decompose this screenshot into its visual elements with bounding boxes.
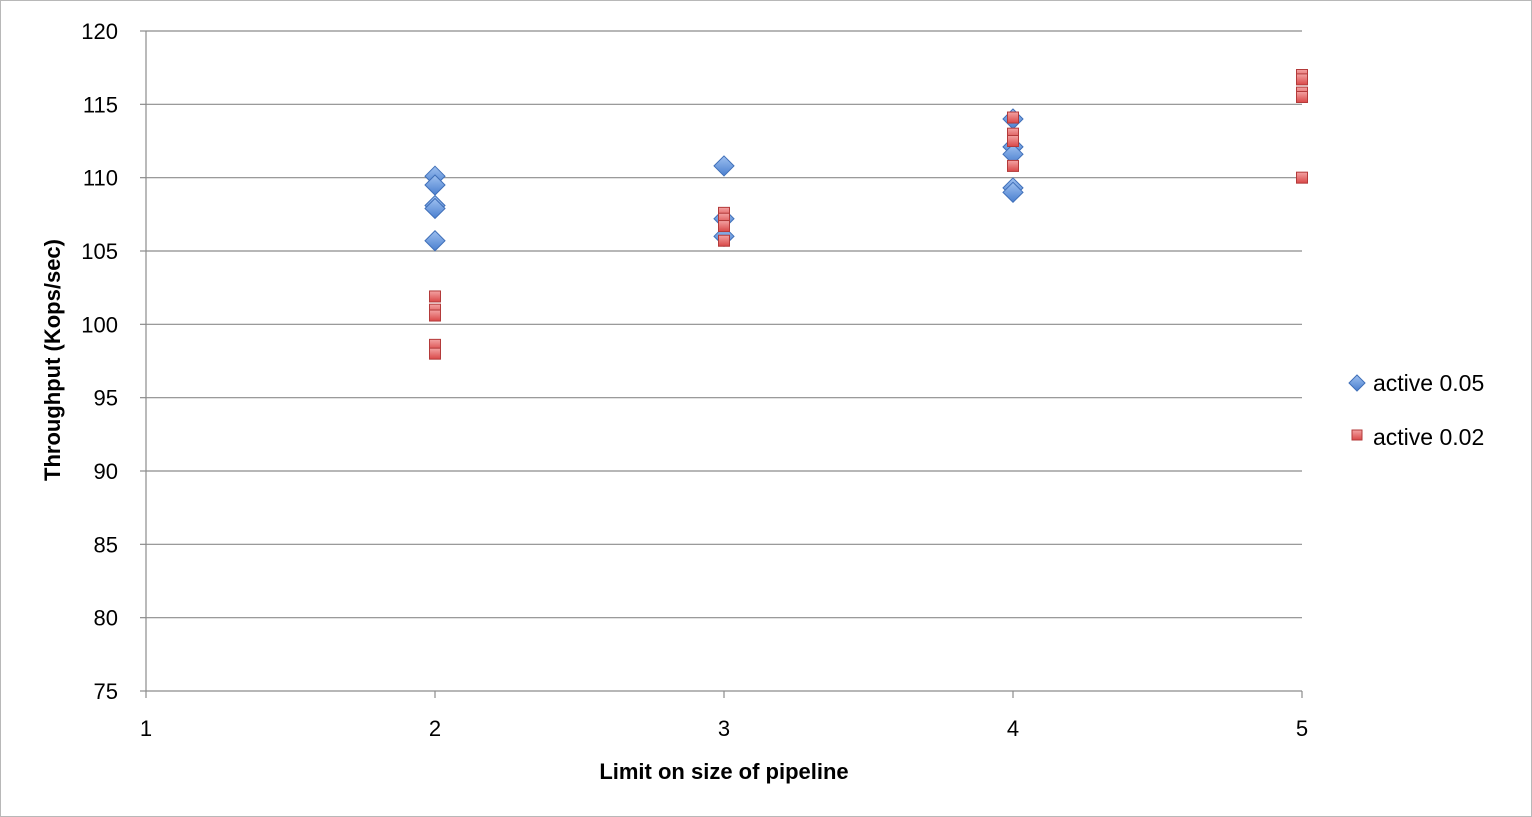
point-diamond	[424, 197, 446, 220]
point-square	[718, 234, 730, 247]
legend-item-active-0-05: active 0.05	[1348, 370, 1484, 396]
x-tick-label: 4	[1007, 716, 1019, 741]
legend: active 0.05 active 0.02	[1348, 370, 1484, 450]
series-1	[429, 69, 1308, 360]
legend-label: active 0.02	[1373, 424, 1484, 450]
point-square	[429, 309, 441, 322]
point-square	[429, 347, 441, 360]
y-tick-label: 110	[83, 166, 118, 191]
point-diamond	[424, 230, 446, 252]
point-diamond	[713, 155, 735, 177]
y-tick-label: 75	[94, 679, 118, 704]
legend-item-active-0-02: active 0.02	[1351, 424, 1484, 450]
y-axis-title: Throughput (Kops/sec)	[40, 239, 65, 481]
x-tick-labels: 1 2 3 4 5	[140, 716, 1308, 741]
x-tick-label: 3	[718, 716, 730, 741]
legend-label: active 0.05	[1373, 370, 1484, 396]
y-tick-label: 85	[94, 532, 118, 557]
point-square	[1007, 159, 1019, 172]
data-points	[424, 69, 1308, 360]
point-square	[1296, 91, 1308, 103]
point-square	[1007, 135, 1019, 147]
y-tick-label: 115	[83, 92, 118, 117]
point-square	[1007, 111, 1019, 124]
gridlines	[146, 30, 1302, 619]
x-tick-label: 2	[429, 716, 441, 741]
y-tick-label: 105	[81, 239, 118, 264]
y-tick-labels: 75 80 85 90 95 100 105 110 115 120	[81, 19, 118, 704]
legend-diamond-marker	[1348, 374, 1366, 392]
x-tick-label: 5	[1296, 716, 1308, 741]
point-square	[429, 290, 441, 303]
legend-square-marker	[1351, 429, 1363, 441]
y-tick-label: 90	[94, 459, 118, 484]
point-square	[718, 220, 730, 233]
x-axis-title: Limit on size of pipeline	[599, 759, 848, 784]
point-diamond	[1002, 181, 1024, 204]
point-square	[1296, 171, 1308, 184]
point-square	[1296, 73, 1308, 86]
y-tick-label: 95	[94, 386, 118, 411]
y-tick-label: 80	[94, 606, 118, 631]
axes	[140, 30, 1303, 698]
y-tick-label: 100	[81, 312, 118, 337]
y-tick-label: 120	[81, 19, 118, 44]
x-tick-label: 1	[140, 716, 152, 741]
